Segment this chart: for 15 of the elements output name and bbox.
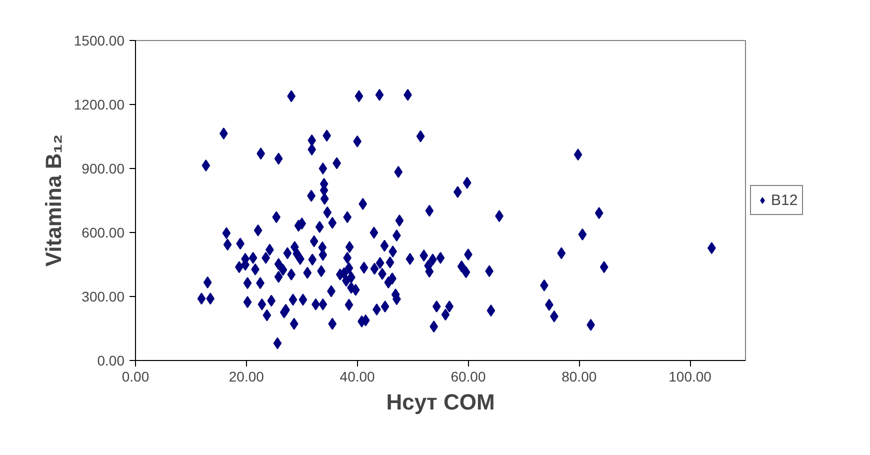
y-tick-label: 1500.00 — [74, 32, 125, 48]
x-tick-label: 60.00 — [450, 368, 486, 384]
legend-label: B12 — [771, 192, 798, 208]
x-tick-label: 100.00 — [668, 368, 712, 384]
y-tick-label: 900.00 — [82, 160, 125, 176]
y-tick-label: 1200.00 — [74, 96, 125, 112]
y-tick-label: 300.00 — [82, 288, 125, 304]
y-tick-label: 600.00 — [82, 224, 125, 240]
x-tick-label: 20.00 — [228, 368, 264, 384]
x-tick-label: 80.00 — [562, 368, 597, 384]
x-tick-label: 0.00 — [122, 368, 150, 384]
x-axis-title: Hcyт COM — [386, 390, 495, 414]
x-tick-label: 40.00 — [340, 368, 376, 384]
y-axis-title: Vitamina B₁₂ — [40, 134, 66, 267]
y-tick-label: 0.00 — [97, 352, 125, 368]
